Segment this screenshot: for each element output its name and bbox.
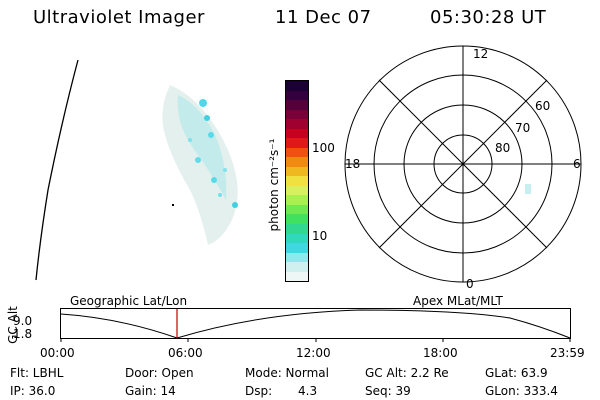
timeline-ytick-high: 9.0 (13, 314, 33, 328)
color-bar-band (286, 185, 308, 196)
dsp-label: Dsp: (245, 384, 273, 398)
color-bar-band (286, 176, 308, 186)
timeline-frame (60, 308, 571, 339)
ip-status: IP: 36.0 (10, 384, 56, 398)
dsp-value: 4.3 (298, 384, 318, 398)
timeline-ytick-low: 1.8 (13, 327, 33, 341)
color-bar-band (286, 119, 308, 129)
mlat-label-80: 80 (495, 141, 510, 155)
time-tick-0600: 06:00 (168, 346, 203, 360)
geographic-image-panel (35, 59, 238, 281)
mlt-label-12: 12 (473, 47, 488, 61)
color-bar-band (286, 214, 308, 224)
mlt-label-18: 18 (345, 157, 360, 171)
image-pixel-speck (172, 204, 174, 206)
time-tick-1200: 12:00 (296, 346, 331, 360)
color-bar-band (286, 90, 308, 101)
aurora-emission-region (162, 85, 238, 245)
colorbar-tick-100: 100 (312, 141, 335, 155)
geographic-latitude: GLat: 63.9 (485, 366, 548, 380)
door-status: Door: Open (125, 366, 194, 380)
gc-altitude-status: GC Alt: 2.2 Re (365, 366, 449, 380)
color-bar-band (286, 81, 308, 91)
colorbar-tick-10: 10 (312, 229, 328, 243)
mlat-label-60: 60 (535, 99, 550, 113)
mlt-label-0: 0 (466, 277, 474, 290)
date-label: 11 Dec 07 (275, 7, 372, 28)
color-bar-band (286, 243, 308, 253)
geographic-longitude: GLon: 333.4 (485, 384, 558, 398)
color-bar-band (286, 204, 308, 215)
mode-status: Mode: Normal (245, 366, 329, 380)
polar-emission-speck (525, 184, 531, 194)
colorbar-unit-label: photon cm⁻²s⁻¹ (267, 138, 281, 232)
altitude-curve (60, 309, 571, 339)
color-bar-band (286, 195, 308, 205)
color-bar-band (286, 157, 308, 167)
time-tick-0000: 00:00 (40, 346, 75, 360)
color-bar-band (286, 147, 308, 158)
color-bar-band (286, 262, 308, 272)
sequence-status: Seq: 39 (365, 384, 411, 398)
time-tick-2359: 23:59 (550, 346, 585, 360)
color-bar-band (286, 166, 308, 177)
time-label: 05:30:28 UT (430, 7, 547, 28)
timeline-yaxis-label: GC Alt (6, 306, 20, 344)
color-bar-band (286, 100, 308, 110)
time-tick-1800: 18:00 (423, 346, 458, 360)
color-bar-band (286, 223, 308, 234)
mlat-label-70: 70 (515, 121, 530, 135)
color-bar (285, 80, 309, 282)
filter-status: Flt: LBHL (10, 366, 64, 380)
polar-diagonal-2 (378, 79, 548, 249)
instrument-title: Ultraviolet Imager (33, 7, 205, 28)
timeline-right-title: Apex MLat/MLT (413, 294, 503, 308)
color-bar-band (286, 252, 308, 263)
color-bar-band (286, 138, 308, 148)
gain-status: Gain: 14 (125, 384, 176, 398)
timeline-ticks (60, 339, 571, 342)
color-bar-band (286, 233, 308, 244)
color-bar-band (286, 128, 308, 139)
altitude-timeline-plot (60, 308, 571, 342)
color-bar-band (286, 271, 308, 281)
color-bar-band (286, 109, 308, 120)
earth-limb-line (35, 59, 79, 281)
mlt-label-6: 6 (573, 157, 581, 171)
polar-mlt-plot: 12 18 6 0 60 70 80 (344, 45, 582, 290)
timeline-left-title: Geographic Lat/Lon (70, 294, 188, 308)
